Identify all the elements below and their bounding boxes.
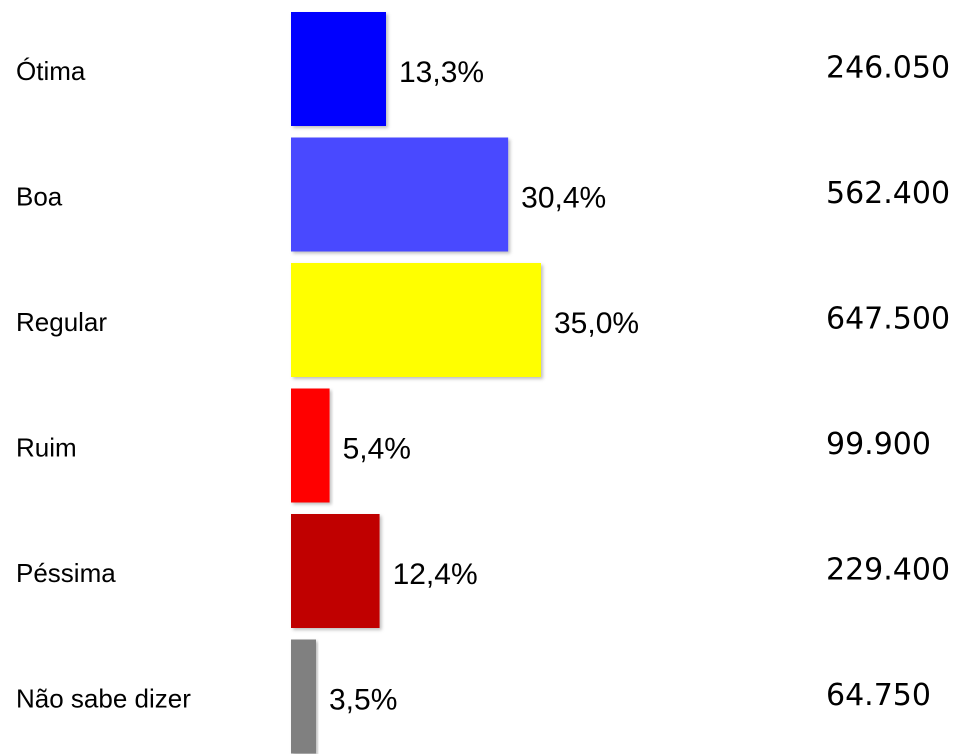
value-label: 35,0%	[554, 307, 639, 340]
value-label: 3,5%	[329, 683, 397, 716]
bar	[291, 514, 380, 628]
category-label: Ruim	[16, 432, 77, 462]
bar	[291, 388, 330, 503]
value-label: 13,3%	[399, 56, 484, 89]
total-label: 229.400	[826, 553, 950, 588]
category-label: Ótima	[16, 56, 86, 86]
total-label: 562.400	[826, 176, 950, 211]
bar	[291, 263, 541, 377]
total-label: 64.750	[826, 678, 931, 713]
total-label: 246.050	[826, 51, 950, 86]
total-label: 99.900	[826, 427, 931, 462]
category-label: Não sabe dizer	[16, 683, 191, 713]
bar	[291, 137, 509, 252]
category-label: Péssima	[16, 558, 116, 588]
total-label: 647.500	[826, 302, 950, 337]
value-label: 5,4%	[343, 432, 411, 465]
category-label: Regular	[16, 307, 107, 337]
category-label: Boa	[16, 181, 63, 211]
bar	[291, 12, 386, 126]
bar	[291, 639, 316, 754]
value-label: 12,4%	[393, 558, 478, 591]
value-label: 30,4%	[521, 181, 606, 214]
